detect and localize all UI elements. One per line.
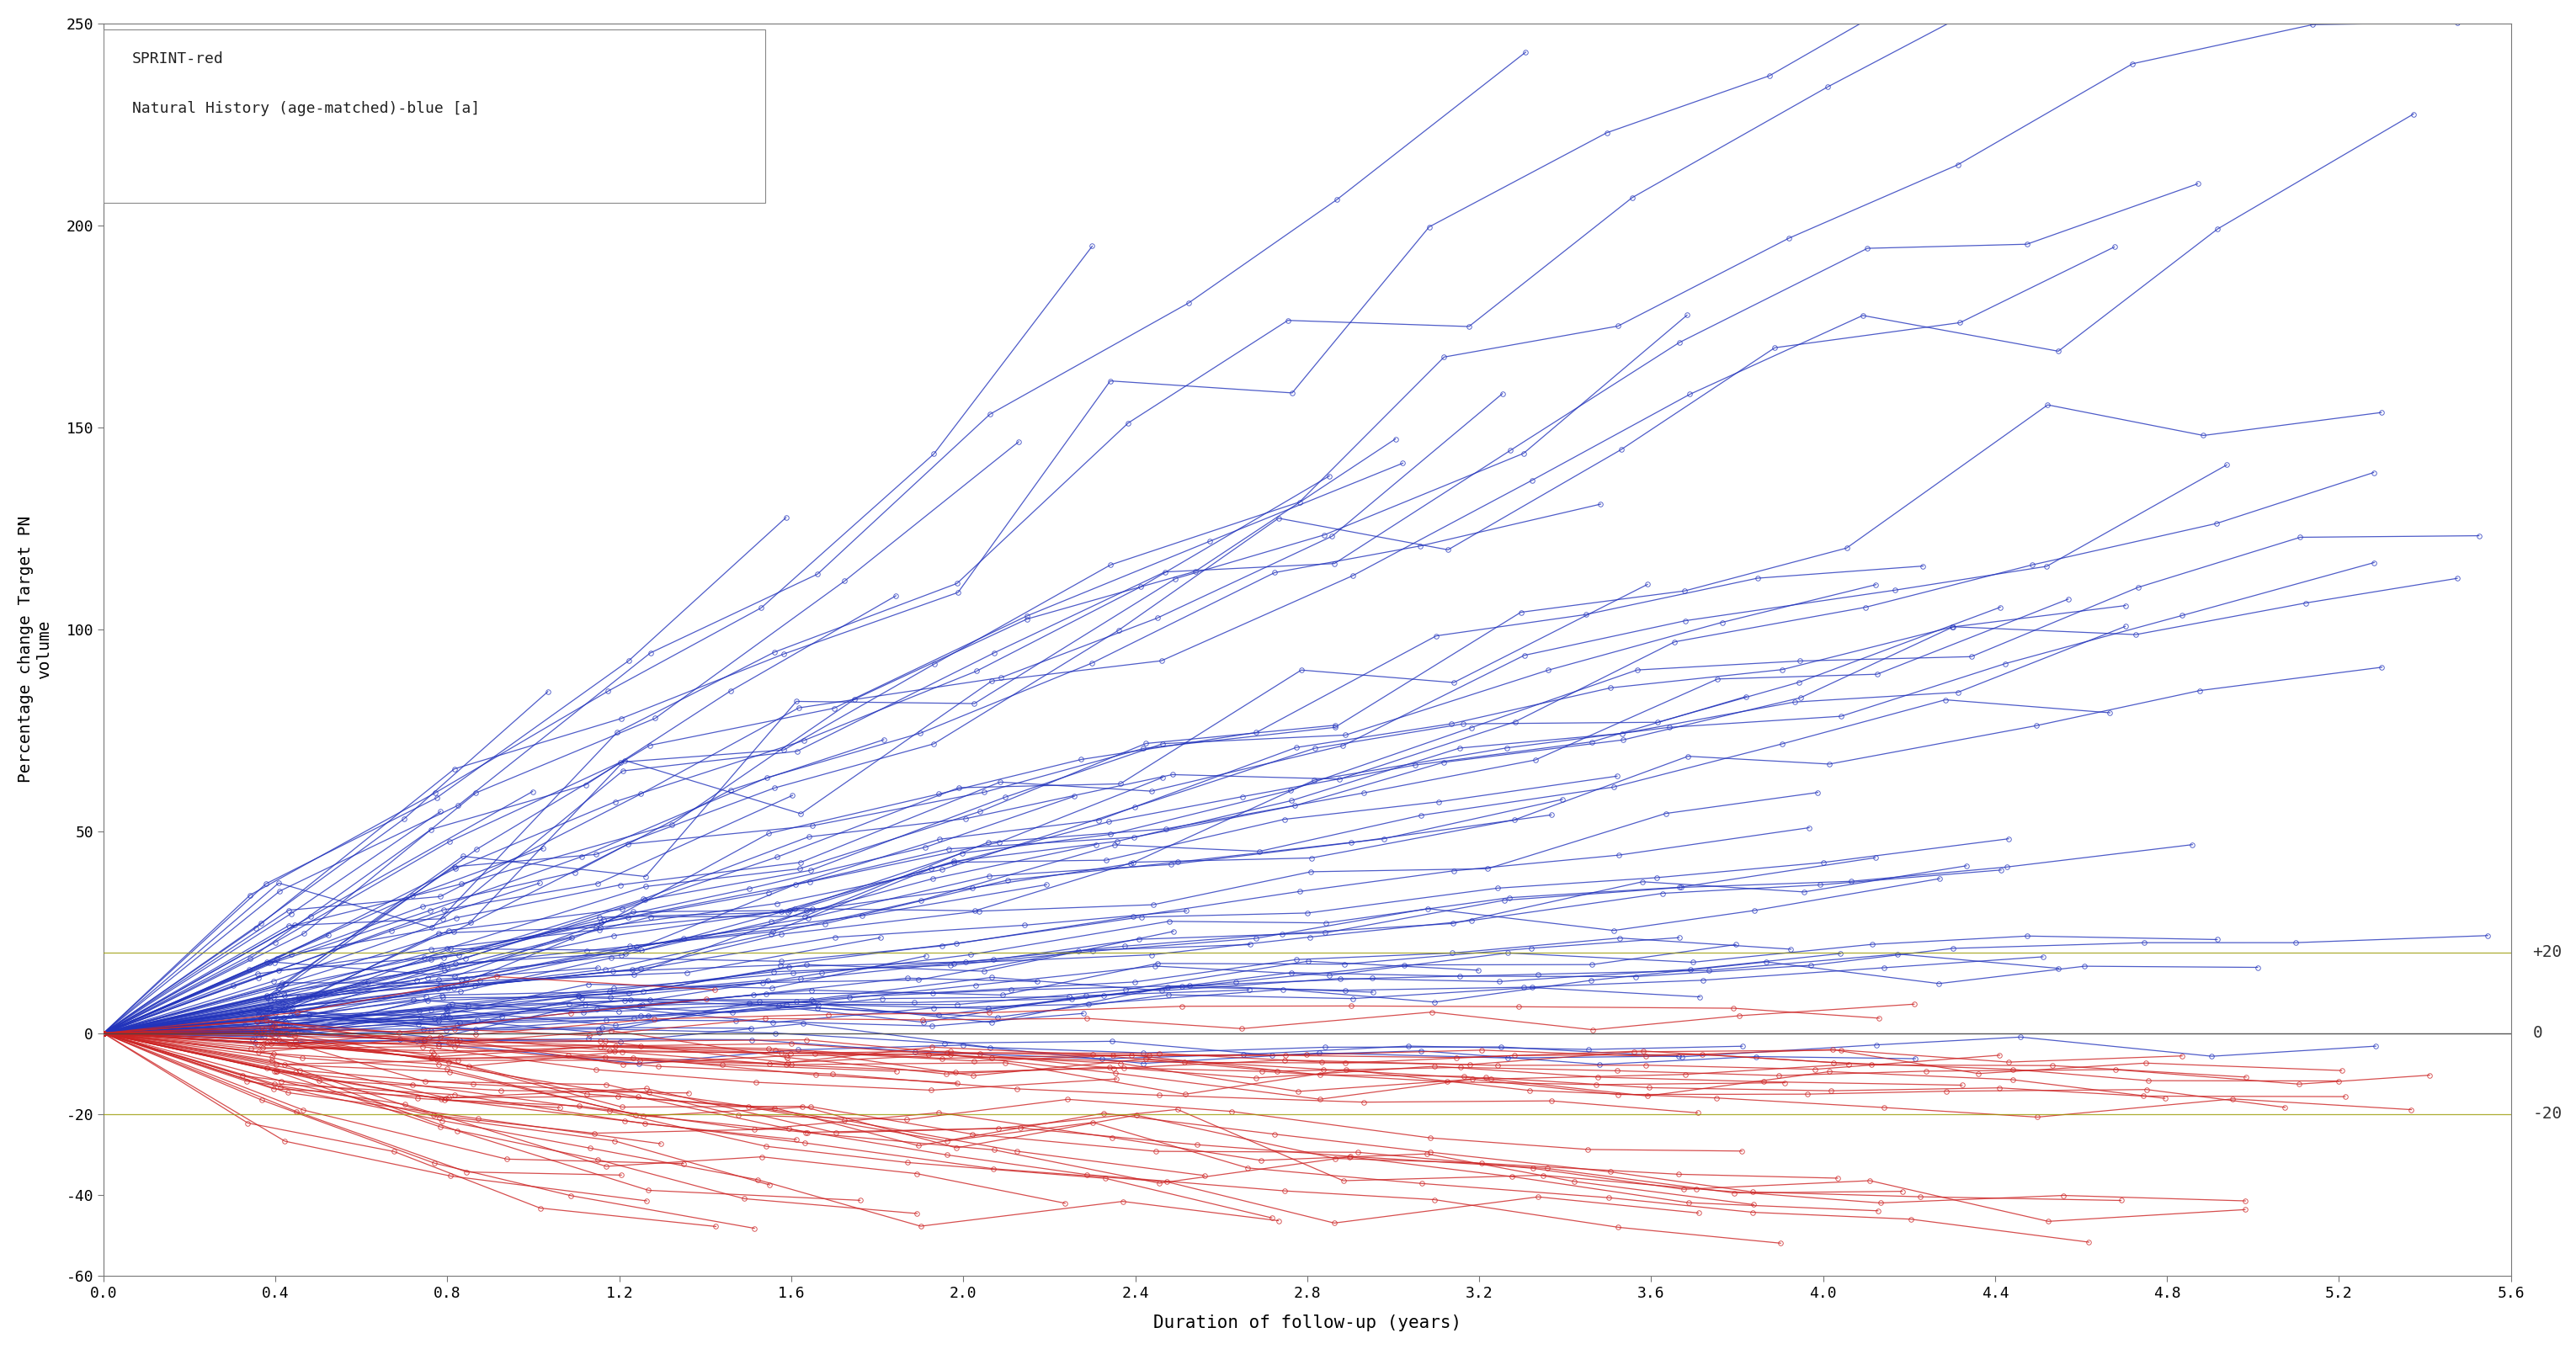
FancyBboxPatch shape	[103, 30, 765, 202]
Text: Natural History (age-matched)-blue [a]: Natural History (age-matched)-blue [a]	[131, 101, 479, 116]
Text: +20: +20	[2532, 944, 2563, 960]
Text: -20: -20	[2532, 1106, 2563, 1122]
X-axis label: Duration of follow-up (years): Duration of follow-up (years)	[1154, 1315, 1461, 1331]
Text: SPRINT-red: SPRINT-red	[131, 51, 224, 66]
Text: 0: 0	[2532, 1025, 2543, 1041]
Y-axis label: Percentage change Target PN
volume: Percentage change Target PN volume	[18, 515, 52, 782]
